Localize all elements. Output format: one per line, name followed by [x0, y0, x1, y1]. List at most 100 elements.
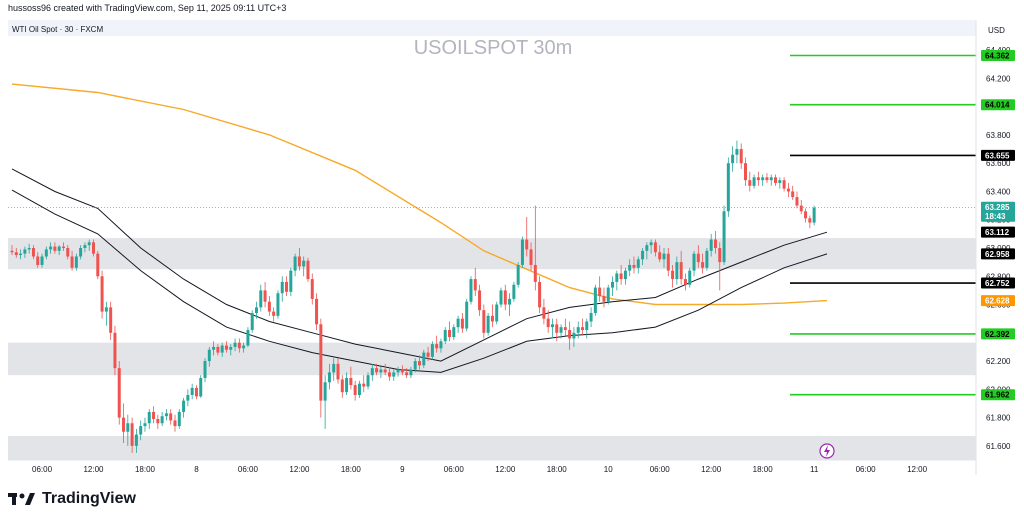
candle-body	[769, 177, 773, 181]
candle	[808, 215, 812, 229]
flash-icon[interactable]	[819, 443, 835, 459]
candle-body	[671, 270, 675, 280]
candle-body	[482, 310, 486, 333]
candle-body	[675, 262, 679, 280]
candle-body	[83, 245, 87, 248]
candle	[692, 250, 696, 277]
candle	[486, 313, 490, 336]
candle-body	[357, 383, 361, 395]
candle	[143, 417, 147, 432]
x-tick-label: 12:00	[83, 465, 104, 474]
candle	[602, 287, 606, 308]
candle	[267, 296, 271, 316]
candle	[739, 143, 743, 169]
candle-body	[791, 191, 795, 198]
brand-logo[interactable]: TradingView	[8, 490, 136, 508]
candle-body	[10, 250, 14, 253]
candle	[57, 245, 61, 256]
candle-body	[722, 211, 726, 263]
candle-body	[512, 284, 516, 299]
candle-body	[49, 246, 53, 250]
candle	[812, 205, 816, 226]
level-tag: 62.752	[981, 277, 1015, 289]
candle-body	[87, 242, 91, 246]
candle-body	[224, 345, 228, 350]
candle	[572, 327, 576, 347]
candle-body	[623, 270, 627, 280]
candle	[186, 389, 190, 407]
candle-body	[520, 239, 524, 265]
candle	[418, 355, 421, 370]
candle-body	[323, 382, 327, 401]
candle-body	[426, 352, 430, 357]
candle	[212, 341, 216, 356]
symbol-label: WTI Oil Spot · 30 · FXCM	[12, 25, 103, 34]
candle	[224, 341, 228, 353]
candle	[430, 341, 434, 360]
candle-body	[40, 256, 44, 265]
candle	[593, 284, 597, 316]
candle	[679, 250, 683, 285]
candle	[130, 417, 134, 453]
candle	[804, 208, 808, 223]
last-price-tag-text: 63.285	[985, 203, 1010, 212]
x-tick-label: 06:00	[856, 465, 877, 474]
candle-body	[199, 378, 203, 397]
candle-body	[503, 290, 507, 305]
candle	[774, 174, 778, 186]
candle-body	[160, 416, 164, 424]
candle	[375, 363, 379, 376]
candle-body	[122, 417, 126, 432]
candle-body	[92, 242, 95, 254]
candle-body	[152, 411, 156, 420]
candle	[413, 358, 417, 373]
candle	[641, 248, 645, 265]
candle-body	[460, 318, 464, 329]
candle-body	[255, 307, 258, 314]
candle-body	[731, 154, 735, 164]
candle-body	[804, 211, 808, 219]
candle-body	[100, 276, 104, 312]
candle-body	[293, 256, 297, 271]
candle	[79, 245, 83, 260]
level-tag-bg	[981, 50, 1015, 62]
candle	[709, 233, 713, 257]
level-tag-text: 64.014	[985, 101, 1010, 110]
candle	[765, 173, 769, 183]
candle-body	[782, 180, 786, 189]
candle	[134, 428, 138, 453]
candle	[246, 327, 250, 347]
candle-body	[662, 253, 666, 260]
level-lines	[8, 54, 976, 396]
candle-body	[808, 218, 812, 223]
candle-body	[615, 273, 619, 282]
candle	[387, 366, 391, 381]
candle	[525, 216, 529, 257]
candle	[615, 270, 619, 291]
candle-body	[653, 242, 657, 253]
candle	[349, 366, 353, 390]
candle-body	[748, 180, 752, 186]
candle-body	[70, 256, 74, 268]
candle-body	[246, 329, 250, 346]
candle-body	[164, 413, 168, 417]
candle-body	[130, 423, 134, 446]
candle	[255, 301, 258, 319]
candle-body	[315, 298, 319, 325]
candle-body	[276, 293, 280, 316]
candle	[400, 365, 404, 376]
level-tag-bg	[981, 389, 1015, 401]
zones	[8, 238, 976, 460]
series-ema-slow	[11, 83, 828, 306]
candle-body	[306, 260, 310, 280]
candle-body	[559, 327, 563, 333]
candle-body	[692, 253, 696, 271]
candle	[542, 298, 546, 325]
candle-body	[383, 369, 387, 373]
candle	[383, 363, 387, 376]
candle-body	[203, 361, 207, 379]
x-tick-label: 9	[400, 465, 405, 474]
candle-body	[516, 264, 520, 285]
